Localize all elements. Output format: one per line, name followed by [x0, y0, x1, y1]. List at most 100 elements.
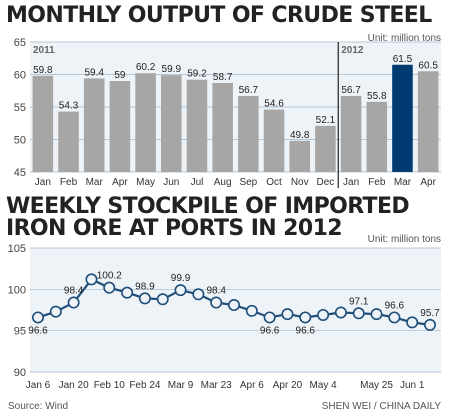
x-tick-label: Jan 6: [26, 380, 51, 391]
bar: [135, 73, 156, 172]
bar-value-label: 60.2: [136, 62, 156, 73]
data-point: [370, 308, 383, 321]
y-tick-label: 55: [14, 102, 26, 114]
point-value-label: 96.6: [260, 325, 280, 336]
point-value-label: 98.4: [64, 286, 84, 297]
x-tick-label: Apr 20: [273, 380, 303, 391]
x-tick-label: May 4: [309, 380, 337, 391]
x-tick-label: Mar 23: [201, 380, 233, 391]
point-value-label: 96.6: [385, 300, 405, 311]
data-point: [174, 284, 187, 297]
data-point: [156, 293, 169, 306]
x-tick-label: Aug: [214, 177, 232, 188]
chart-title-steel: MONTHLY OUTPUT OF CRUDE STEEL: [6, 3, 432, 28]
x-tick-label: Nov: [291, 177, 309, 188]
x-tick-label: Apr: [112, 177, 128, 188]
steel-bar-chart: 45 50 55 60 65 59.8 Jan 54.3 Feb 59.4 Mar 59 Apr 60.2…: [14, 37, 441, 188]
bar: [417, 71, 439, 172]
credit-note: SHEN WEI / CHINA DAILY: [321, 401, 441, 412]
bar-value-label: 59: [114, 70, 126, 81]
x-tick-label: Sep: [239, 177, 257, 188]
year-label-2012: 2012: [341, 45, 364, 56]
data-point: [67, 296, 80, 309]
data-point: [317, 308, 330, 321]
x-tick-label: Feb 24: [129, 380, 161, 391]
y-tick-label: 105: [8, 243, 26, 255]
bar: [212, 82, 233, 172]
x-tick-label: Jan: [35, 177, 51, 188]
data-point: [245, 304, 258, 317]
bar-value-label: 56.7: [239, 85, 259, 96]
bar: [340, 95, 362, 172]
y-tick-label: 65: [14, 37, 26, 49]
point-value-label: 98.4: [206, 286, 226, 297]
data-point: [228, 299, 241, 312]
y-tick-label: 90: [14, 367, 26, 379]
x-tick-label: Jan 20: [59, 380, 89, 391]
x-tick-label: Jul: [191, 177, 204, 188]
data-point: [352, 307, 365, 320]
bar: [366, 101, 388, 172]
bar: [186, 79, 208, 172]
ore-line-chart: 90 95 100 105 96.6 98.4 100.2 98.9 99.9 98.4 96.6 9…: [8, 243, 441, 391]
x-tick-label: Feb: [368, 177, 386, 188]
bar-value-label: 58.7: [213, 72, 233, 83]
y-tick-label: 45: [14, 167, 26, 179]
x-tick-label: Jun: [163, 177, 179, 188]
x-tick-label: Apr: [420, 177, 436, 188]
bar-value-label: 54.6: [264, 99, 284, 110]
point-value-label: 96.6: [28, 325, 48, 336]
x-tick-label: Dec: [317, 177, 335, 188]
bar: [263, 109, 285, 172]
year-label-2011: 2011: [33, 45, 55, 56]
data-point: [103, 281, 116, 294]
point-value-label: 97.1: [349, 296, 369, 307]
x-tick-label: Jan: [343, 177, 359, 188]
bar: [32, 75, 54, 172]
x-tick-label: Feb: [60, 177, 78, 188]
y-tick-label: 100: [8, 284, 26, 296]
data-point: [281, 308, 294, 321]
bar-value-label: 59.4: [84, 67, 104, 78]
point-value-label: 100.2: [97, 271, 122, 282]
data-point: [85, 273, 98, 286]
bar-value-label: 54.3: [59, 101, 79, 112]
unit-label-steel: Unit: million tons: [367, 33, 441, 44]
y-tick-label: 95: [14, 326, 26, 338]
source-note: Source: Wind: [8, 401, 69, 412]
data-point: [423, 318, 436, 331]
bar: [109, 81, 131, 172]
bar: [58, 111, 79, 172]
y-tick-label: 60: [14, 70, 26, 82]
data-point: [388, 311, 401, 324]
bar: [238, 95, 259, 172]
data-point: [334, 306, 347, 319]
bar-value-label: 59.9: [162, 64, 182, 75]
data-point: [49, 305, 62, 318]
bar-value-label: 56.7: [341, 85, 361, 96]
bar-value-label: 59.8: [33, 65, 53, 76]
data-point: [31, 311, 44, 324]
x-tick-label: Jun 1: [400, 380, 425, 391]
bar: [83, 78, 105, 172]
x-tick-label: Apr 6: [240, 380, 264, 391]
point-value-label: 95.7: [420, 308, 440, 319]
bar: [392, 64, 413, 172]
point-value-label: 98.9: [135, 281, 155, 292]
data-point: [192, 288, 205, 301]
x-tick-label: Mar 9: [168, 380, 194, 391]
y-tick-label: 50: [14, 135, 26, 147]
chart-title-ore-line1: WEEKLY STOCKPILE OF IMPORTED: [6, 194, 410, 219]
point-value-label: 99.9: [171, 273, 191, 284]
x-tick-label: Oct: [266, 177, 282, 188]
data-point: [210, 296, 223, 309]
unit-label-ore: Unit: million tons: [367, 234, 441, 245]
point-value-label: 96.6: [296, 325, 316, 336]
chart-title-ore-line2: IRON ORE AT PORTS IN 2012: [6, 216, 343, 241]
bar-value-label: 55.8: [367, 91, 387, 102]
x-tick-label: May 25: [360, 380, 393, 391]
x-tick-label: Mar: [394, 177, 412, 188]
data-point: [121, 286, 134, 299]
x-tick-label: Feb 10: [94, 380, 126, 391]
data-point: [406, 316, 419, 329]
